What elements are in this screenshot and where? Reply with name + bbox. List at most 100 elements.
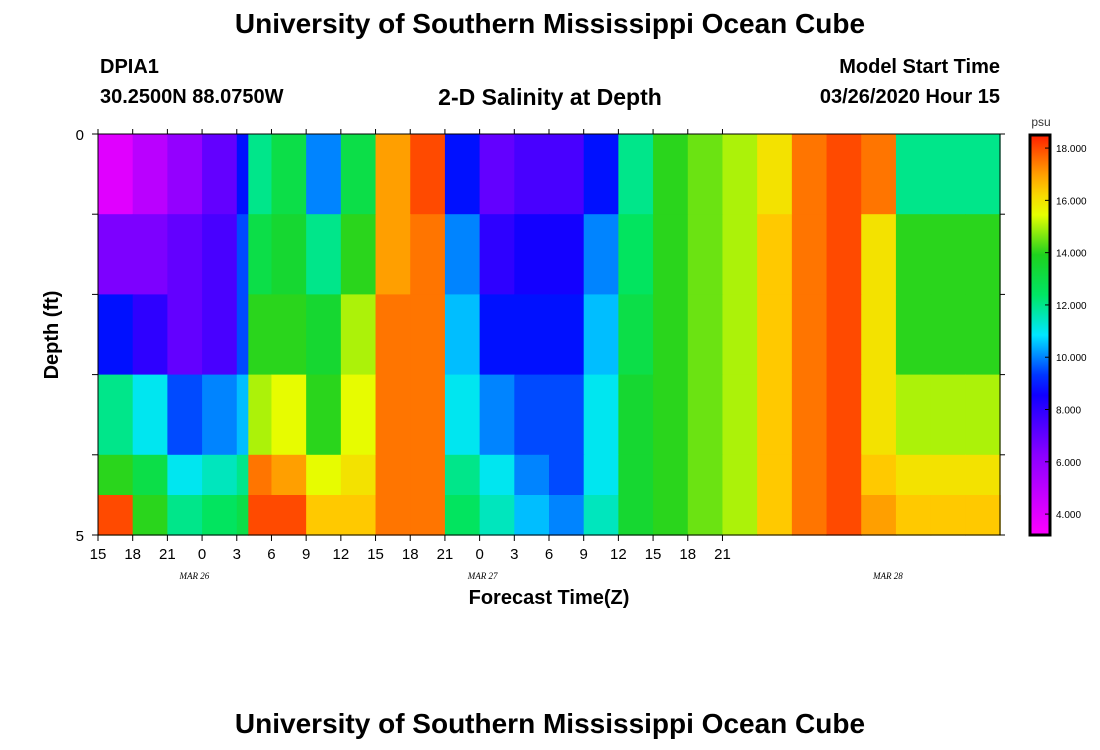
colorbar-tick-label: 18.000 bbox=[1056, 144, 1087, 155]
heatmap-cell bbox=[826, 495, 862, 536]
heatmap-cell bbox=[514, 134, 550, 215]
x-tick-label: 3 bbox=[233, 546, 241, 563]
heatmap-cell bbox=[236, 495, 249, 536]
y-tick-label: 5 bbox=[76, 528, 84, 545]
heatmap-cell bbox=[653, 495, 689, 536]
heatmap-cell bbox=[98, 134, 134, 215]
x-tick-label: 12 bbox=[610, 546, 627, 563]
heatmap-cell bbox=[757, 134, 793, 215]
heatmap-cell bbox=[98, 214, 134, 295]
x-tick-label: 21 bbox=[159, 546, 176, 563]
heatmap-cell bbox=[826, 294, 862, 376]
heatmap-cell bbox=[444, 214, 481, 295]
heatmap-cell bbox=[375, 374, 411, 456]
colorbar-tick-label: 10.000 bbox=[1056, 353, 1087, 364]
heatmap-cell bbox=[687, 495, 724, 536]
heatmap-cell bbox=[618, 294, 654, 376]
heatmap-cell bbox=[965, 294, 1001, 376]
date-label: MAR 28 bbox=[872, 571, 903, 581]
heatmap-cell bbox=[861, 214, 897, 295]
heatmap-cell bbox=[375, 294, 411, 376]
colorbar-tick-label: 12.000 bbox=[1056, 301, 1087, 312]
station-id: DPIA1 bbox=[100, 56, 159, 78]
heatmap-cell bbox=[410, 134, 446, 215]
heatmap-cell bbox=[895, 134, 932, 215]
heatmap-cell bbox=[98, 495, 134, 536]
heatmap-cell bbox=[965, 214, 1001, 295]
heatmap-cell bbox=[757, 214, 793, 295]
heatmap-cell bbox=[340, 294, 377, 376]
heatmap-cell bbox=[653, 294, 689, 376]
colorbar-gradient bbox=[1030, 135, 1050, 535]
heatmap-cell bbox=[271, 495, 307, 536]
heatmap-cell bbox=[687, 134, 724, 215]
y-tick-label: 0 bbox=[76, 127, 84, 144]
x-tick-label: 15 bbox=[367, 546, 384, 563]
heatmap-cell bbox=[687, 214, 724, 295]
heatmap-cell bbox=[132, 134, 168, 215]
heatmap-cell bbox=[549, 134, 585, 215]
x-tick-label: 21 bbox=[714, 546, 731, 563]
heatmap-cell bbox=[965, 495, 1001, 536]
heatmap-cell bbox=[722, 495, 758, 536]
heatmap-cell bbox=[653, 214, 689, 295]
heatmap-cell bbox=[549, 214, 585, 295]
heatmap-cell bbox=[236, 134, 249, 215]
x-tick-label: 0 bbox=[198, 546, 206, 563]
heatmap-cell bbox=[132, 294, 168, 376]
colorbar-tick-label: 6.000 bbox=[1056, 458, 1081, 469]
heatmap-cell bbox=[248, 214, 273, 295]
colorbar-tick-label: 14.000 bbox=[1056, 249, 1087, 260]
heatmap-cell bbox=[895, 495, 932, 536]
heatmap-cell bbox=[98, 374, 134, 456]
heatmap-cell bbox=[248, 134, 273, 215]
heatmap-cell bbox=[340, 134, 377, 215]
heatmap-cell bbox=[271, 294, 307, 376]
heatmap-cell bbox=[236, 294, 249, 376]
model-start-time: 03/26/2020 Hour 15 bbox=[819, 86, 1000, 108]
heatmap-cell bbox=[479, 214, 515, 295]
heatmap-cell bbox=[167, 134, 203, 215]
heatmap-cell bbox=[930, 374, 966, 456]
heatmap-cell bbox=[653, 374, 689, 456]
x-axis-label: Forecast Time(Z) bbox=[469, 587, 630, 609]
heatmap-cell bbox=[722, 374, 758, 456]
date-label: MAR 27 bbox=[467, 571, 498, 581]
colorbar-frame bbox=[1028, 133, 1052, 537]
heatmap-cell bbox=[340, 495, 377, 536]
heatmap-cell bbox=[583, 374, 619, 456]
heatmap-cell bbox=[514, 495, 550, 536]
date-label: MAR 26 bbox=[179, 571, 210, 581]
heatmap-cell bbox=[514, 214, 550, 295]
heatmap-cell bbox=[583, 134, 619, 215]
heatmap-cell bbox=[618, 495, 654, 536]
heatmap-cell bbox=[861, 294, 897, 376]
heatmap-cell bbox=[202, 294, 238, 376]
heatmap-cell bbox=[248, 495, 273, 536]
heatmap-cell bbox=[306, 294, 342, 376]
heatmap-cell bbox=[687, 294, 724, 376]
heatmap-cell bbox=[583, 495, 619, 536]
heatmap-cell bbox=[202, 495, 238, 536]
heatmap-cell bbox=[479, 374, 515, 456]
heatmap-cell bbox=[375, 214, 411, 295]
heatmap-cell bbox=[930, 134, 966, 215]
heatmap-cell bbox=[444, 495, 481, 536]
heatmap-cell bbox=[930, 294, 966, 376]
y-axis-label: Depth (ft) bbox=[41, 291, 63, 380]
heatmap-cell bbox=[687, 374, 724, 456]
heatmap-cell bbox=[167, 374, 203, 456]
heatmap-cell bbox=[202, 214, 238, 295]
colorbar-tick-label: 8.000 bbox=[1056, 406, 1081, 417]
heatmap-cell bbox=[618, 134, 654, 215]
heatmap-cell bbox=[757, 294, 793, 376]
colorbar: 4.000 6.000 8.000 10.000 12.000 14.000 16.000 1… bbox=[1028, 133, 1087, 537]
heatmap-cell bbox=[271, 134, 307, 215]
heatmap-cell bbox=[826, 214, 862, 295]
x-tick-label: 6 bbox=[267, 546, 275, 563]
heatmap-cell bbox=[410, 294, 446, 376]
heatmap-cell bbox=[757, 374, 793, 456]
heatmap-cell bbox=[306, 214, 342, 295]
heatmap-cell bbox=[722, 294, 758, 376]
